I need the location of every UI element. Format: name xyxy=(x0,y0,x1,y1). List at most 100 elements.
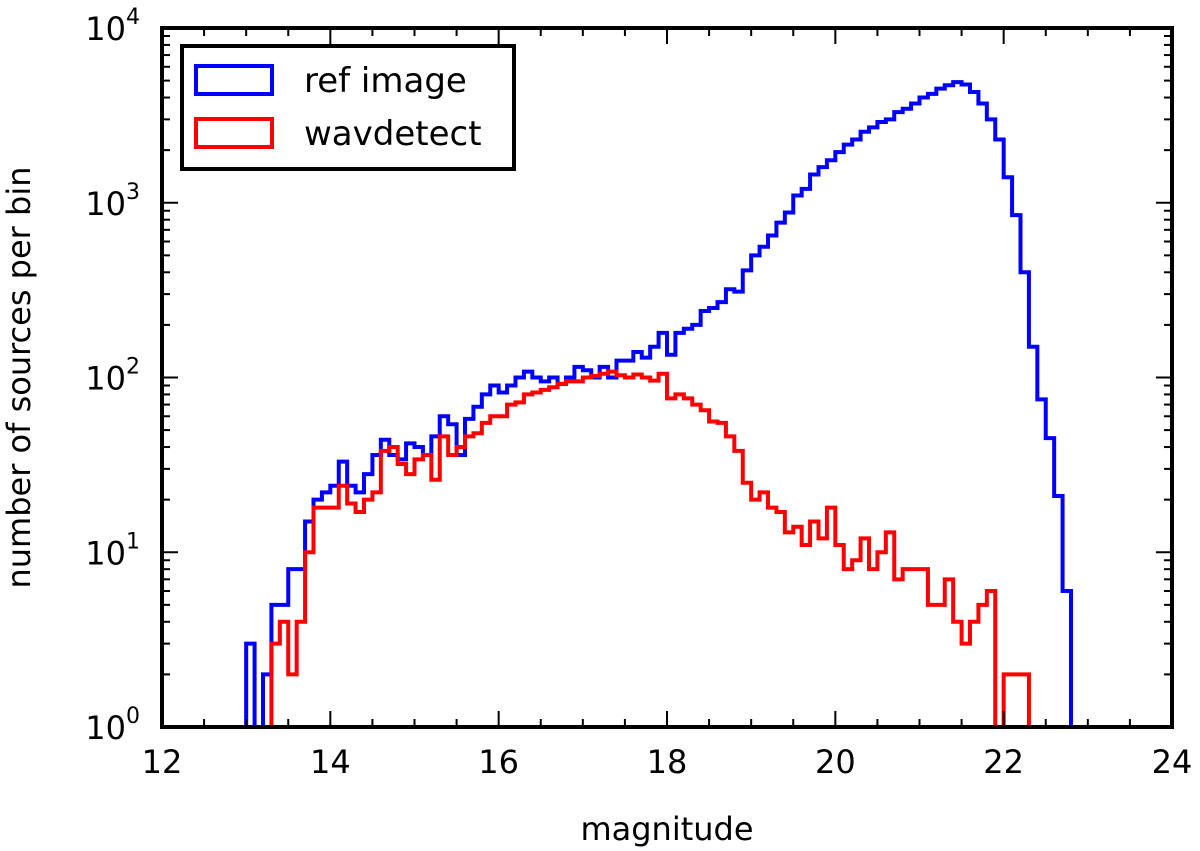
histogram-bar xyxy=(718,423,726,727)
histogram-bar xyxy=(465,436,473,727)
y-tick-labels: 100 101 102 103 104 xyxy=(85,5,140,747)
histogram-bar xyxy=(288,674,296,727)
histogram-bar xyxy=(330,508,338,727)
histogram-bar xyxy=(692,405,700,727)
histogram-bar xyxy=(1004,177,1012,727)
histogram-bar xyxy=(936,89,944,727)
histogram-bar xyxy=(1029,347,1037,727)
histogram-bar xyxy=(978,103,986,727)
histogram-bar xyxy=(457,447,465,727)
histogram-bar xyxy=(423,455,431,727)
histogram-bar xyxy=(406,474,414,727)
histogram-bar xyxy=(726,436,734,727)
histogram-bar xyxy=(558,384,566,727)
histogram-bar xyxy=(659,374,667,727)
x-tick-label: 18 xyxy=(647,743,688,781)
legend-label: wavdetect xyxy=(304,114,482,154)
histogram-bar xyxy=(541,390,549,727)
histogram-bar xyxy=(920,98,928,727)
histogram-bar xyxy=(835,545,843,727)
legend-item: ref image xyxy=(194,61,467,101)
histogram-bar xyxy=(574,367,582,727)
histogram-bar xyxy=(389,455,397,727)
histogram-bar xyxy=(473,407,481,727)
legend-swatch xyxy=(194,117,274,149)
histogram-bar xyxy=(928,605,936,727)
histogram-bar xyxy=(398,464,406,727)
histogram-bar xyxy=(372,492,380,727)
histogram-bar xyxy=(549,387,557,727)
histogram-bar xyxy=(743,483,751,727)
histogram-bar xyxy=(566,378,574,728)
legend-label: ref image xyxy=(304,61,467,101)
histogram-bar xyxy=(869,127,877,727)
histogram-bar xyxy=(903,109,911,727)
histogram-bar xyxy=(894,579,902,727)
histogram-bar xyxy=(701,311,709,727)
histogram-bar xyxy=(751,500,759,727)
series-wavdetect xyxy=(269,369,1031,728)
y-tick-label: 102 xyxy=(85,355,140,398)
histogram-bar xyxy=(718,302,726,727)
histogram-bar xyxy=(465,419,473,727)
histogram-bar xyxy=(347,486,355,727)
histogram-bar xyxy=(802,545,810,727)
histogram-bar xyxy=(490,416,498,727)
histogram-bar xyxy=(457,455,465,727)
histogram-bar xyxy=(499,416,507,727)
histogram-bar xyxy=(398,459,406,727)
histogram-bar xyxy=(499,393,507,727)
histogram-bar xyxy=(516,402,524,727)
histogram-bar xyxy=(861,132,869,727)
x-tick-label: 14 xyxy=(310,743,351,781)
ticks-layer xyxy=(161,27,1173,728)
histogram-bar xyxy=(507,385,515,727)
histogram-bar xyxy=(827,160,835,727)
histogram-bar xyxy=(608,372,616,727)
histogram-bar xyxy=(642,378,650,728)
histogram-bar xyxy=(322,492,330,727)
histogram-bar xyxy=(608,378,616,728)
y-tick-label: 100 xyxy=(85,704,140,747)
histogram-bar xyxy=(760,247,768,727)
histogram-bar xyxy=(709,422,717,727)
series-outline xyxy=(244,80,1073,727)
histogram-bar xyxy=(760,492,768,727)
histogram-bar xyxy=(1012,215,1020,727)
histogram-bar xyxy=(810,521,818,727)
histogram-bar xyxy=(524,394,532,727)
histogram-bar xyxy=(423,455,431,727)
histogram-bar xyxy=(448,424,456,727)
histogram-bar xyxy=(962,644,970,727)
histogram-bar xyxy=(819,167,827,727)
y-tick-label: 103 xyxy=(85,180,140,223)
histogram-bar xyxy=(869,569,877,727)
x-axis-label: magnitude xyxy=(580,810,753,848)
histogram-bar xyxy=(684,398,692,727)
histogram-bar xyxy=(322,508,330,727)
histogram-bar xyxy=(330,486,338,727)
histogram-bar xyxy=(591,378,599,728)
histogram-bar xyxy=(692,325,700,727)
histogram-bar xyxy=(936,605,944,727)
x-tick-label: 24 xyxy=(1152,743,1193,781)
legend-item: wavdetect xyxy=(194,114,482,154)
histogram-bar xyxy=(431,480,439,727)
histogram-bar xyxy=(532,378,540,728)
histogram-bar xyxy=(1012,674,1020,727)
histogram-bar xyxy=(482,394,490,727)
legend: ref image wavdetect xyxy=(180,44,516,171)
histogram-bar xyxy=(819,538,827,727)
histogram-bar xyxy=(356,512,364,727)
histogram-bar xyxy=(667,398,675,727)
histogram-bar xyxy=(574,381,582,727)
histogram-bar xyxy=(785,532,793,727)
x-tick-label: 22 xyxy=(983,743,1024,781)
histogram-bar xyxy=(617,375,625,727)
series-layer xyxy=(244,80,1073,728)
histogram-bar xyxy=(793,527,801,727)
histogram-bar xyxy=(835,152,843,727)
histogram-bar xyxy=(675,394,683,727)
histogram-bar xyxy=(339,486,347,727)
